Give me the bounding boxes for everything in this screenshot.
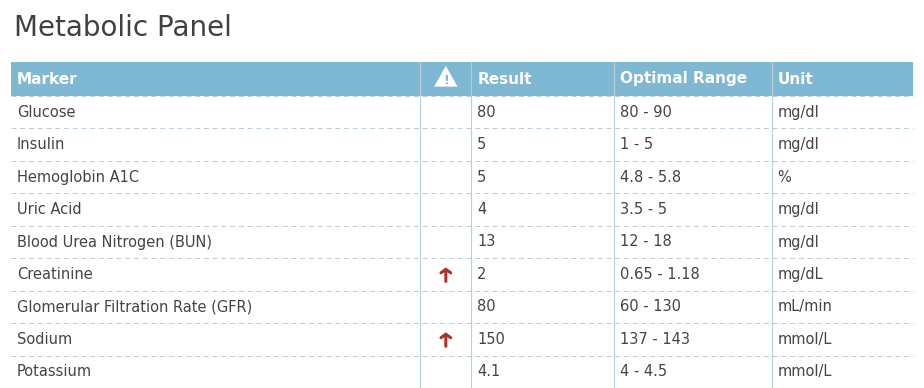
Text: Unit: Unit [777, 71, 813, 87]
Text: 137 - 143: 137 - 143 [620, 332, 690, 347]
Text: Metabolic Panel: Metabolic Panel [14, 14, 232, 42]
Text: 4.8 - 5.8: 4.8 - 5.8 [620, 170, 682, 185]
Text: 80 - 90: 80 - 90 [620, 105, 673, 120]
Text: Sodium: Sodium [17, 332, 72, 347]
Text: Potassium: Potassium [17, 364, 92, 379]
Text: 5: 5 [477, 170, 487, 185]
Polygon shape [436, 68, 456, 86]
Text: 150: 150 [477, 332, 505, 347]
Bar [11, 323, 913, 355]
Text: !: ! [443, 73, 449, 87]
Text: Hemoglobin A1C: Hemoglobin A1C [17, 170, 140, 185]
Text: 1 - 5: 1 - 5 [620, 137, 653, 152]
Text: Glucose: Glucose [17, 105, 76, 120]
Text: 4 - 4.5: 4 - 4.5 [620, 364, 667, 379]
Text: %: % [777, 170, 791, 185]
Text: Glomerular Filtration Rate (GFR): Glomerular Filtration Rate (GFR) [17, 300, 252, 314]
Bar [11, 96, 913, 128]
Text: mg/dl: mg/dl [777, 202, 820, 217]
Text: Result: Result [477, 71, 531, 87]
Text: mg/dl: mg/dl [777, 137, 820, 152]
Text: 4.1: 4.1 [477, 364, 501, 379]
Bar [11, 258, 913, 291]
Text: 5: 5 [477, 137, 487, 152]
Text: mg/dL: mg/dL [777, 267, 823, 282]
Text: Creatinine: Creatinine [17, 267, 92, 282]
Text: 80: 80 [477, 105, 496, 120]
Text: 13: 13 [477, 234, 495, 249]
Text: mmol/L: mmol/L [777, 332, 832, 347]
Text: 4: 4 [477, 202, 487, 217]
Bar [11, 355, 913, 388]
Text: 60 - 130: 60 - 130 [620, 300, 682, 314]
Text: 0.65 - 1.18: 0.65 - 1.18 [620, 267, 700, 282]
Text: 80: 80 [477, 300, 496, 314]
Text: 2: 2 [477, 267, 487, 282]
Text: mL/min: mL/min [777, 300, 833, 314]
Bar [11, 193, 913, 226]
Text: Insulin: Insulin [17, 137, 66, 152]
Bar [11, 226, 913, 258]
Bar [11, 161, 913, 193]
Text: mg/dl: mg/dl [777, 105, 820, 120]
Text: Blood Urea Nitrogen (BUN): Blood Urea Nitrogen (BUN) [17, 234, 213, 249]
Text: mmol/L: mmol/L [777, 364, 832, 379]
Text: Optimal Range: Optimal Range [620, 71, 748, 87]
Text: Uric Acid: Uric Acid [17, 202, 81, 217]
Bar [11, 62, 913, 96]
Bar [11, 291, 913, 323]
Text: mg/dl: mg/dl [777, 234, 820, 249]
Bar [11, 128, 913, 161]
Text: 3.5 - 5: 3.5 - 5 [620, 202, 667, 217]
Text: Marker: Marker [17, 71, 78, 87]
Text: 12 - 18: 12 - 18 [620, 234, 673, 249]
